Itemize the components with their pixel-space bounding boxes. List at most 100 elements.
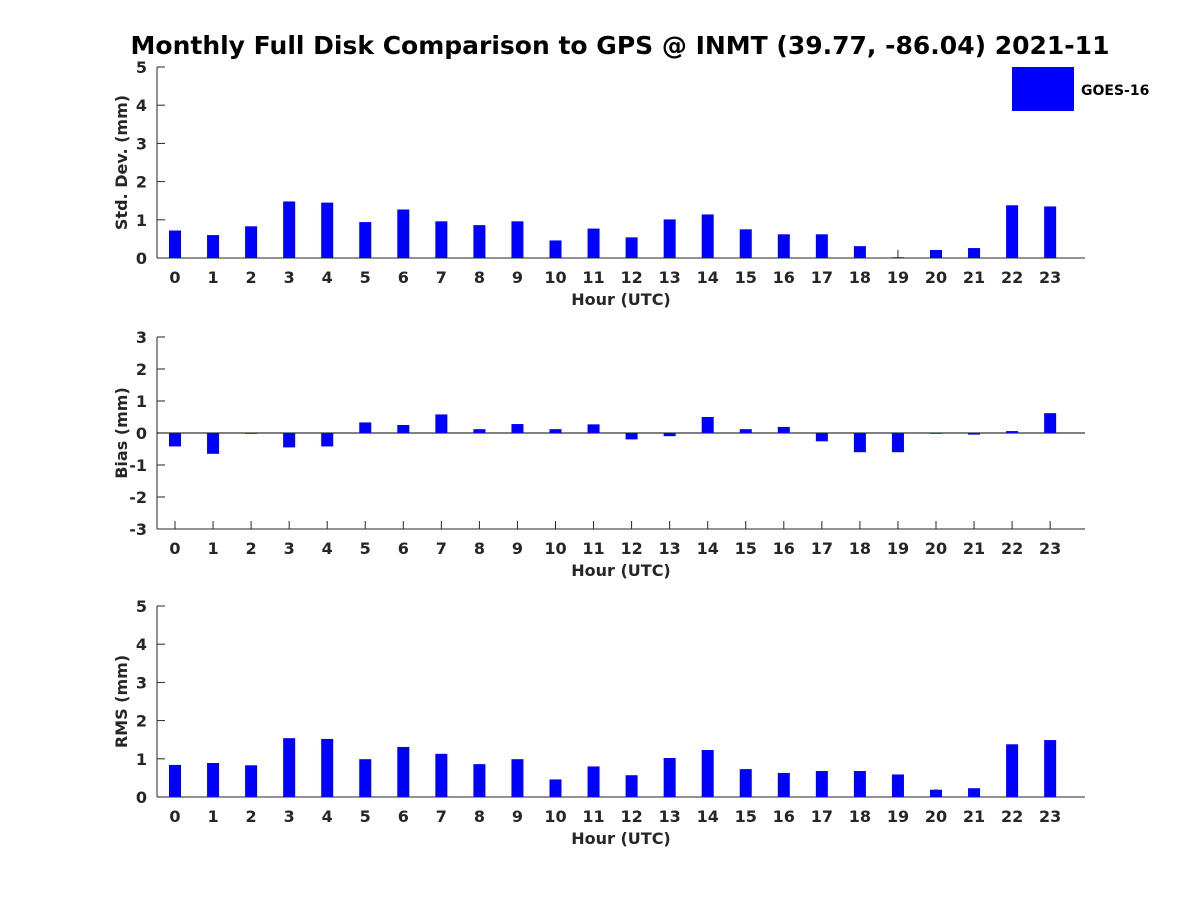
x-tick-label: 5 bbox=[360, 268, 371, 287]
y-tick-label: 4 bbox=[136, 635, 147, 654]
bar-hour-13 bbox=[663, 219, 676, 258]
x-tick-label: 20 bbox=[925, 268, 947, 287]
legend-label-goes-16: GOES-16 bbox=[1081, 83, 1149, 99]
bar-hour-2 bbox=[245, 433, 258, 434]
x-axis-label: Hour (UTC) bbox=[571, 829, 671, 848]
bar-hour-9 bbox=[511, 759, 524, 797]
x-tick-label: 23 bbox=[1039, 539, 1061, 558]
x-tick-label: 13 bbox=[659, 268, 681, 287]
bar-hour-19 bbox=[891, 257, 904, 259]
y-axis-label: Std. Dev. (mm) bbox=[112, 95, 131, 230]
x-tick-label: 14 bbox=[697, 807, 719, 826]
bar-hour-4 bbox=[321, 202, 334, 258]
x-tick-label: 9 bbox=[512, 807, 523, 826]
bar-hour-5 bbox=[359, 422, 372, 433]
y-tick-label: 2 bbox=[136, 712, 147, 731]
y-tick-label: 0 bbox=[136, 788, 147, 807]
x-tick-label: 1 bbox=[207, 268, 218, 287]
x-tick-label: 10 bbox=[544, 539, 566, 558]
y-tick-label: 1 bbox=[136, 392, 147, 411]
x-tick-label: 12 bbox=[620, 268, 642, 287]
x-tick-label: 0 bbox=[169, 539, 180, 558]
y-tick-label: -1 bbox=[129, 456, 147, 475]
bar-hour-11 bbox=[587, 424, 600, 433]
x-tick-label: 16 bbox=[773, 268, 795, 287]
y-tick-label: 1 bbox=[136, 211, 147, 230]
bar-hour-1 bbox=[207, 763, 220, 797]
bar-hour-6 bbox=[397, 425, 410, 433]
bar-hour-1 bbox=[207, 235, 220, 258]
bar-hour-15 bbox=[739, 229, 752, 258]
bar-hour-0 bbox=[169, 230, 181, 258]
bar-hour-8 bbox=[473, 764, 486, 797]
bar-hour-18 bbox=[853, 246, 866, 258]
y-tick-label: 5 bbox=[136, 597, 147, 616]
bar-hour-20 bbox=[930, 789, 942, 797]
x-tick-label: 15 bbox=[735, 539, 757, 558]
bar-hour-15 bbox=[739, 769, 752, 797]
bar-hour-3 bbox=[283, 738, 296, 797]
x-tick-label: 8 bbox=[474, 268, 485, 287]
x-tick-label: 23 bbox=[1039, 807, 1061, 826]
bar-hour-6 bbox=[397, 209, 410, 258]
y-tick-label: 3 bbox=[136, 673, 147, 692]
x-axis-label: Hour (UTC) bbox=[571, 290, 671, 309]
x-tick-label: 17 bbox=[811, 268, 833, 287]
x-tick-label: 4 bbox=[322, 539, 333, 558]
bar-hour-23 bbox=[1044, 413, 1057, 433]
bar-hour-7 bbox=[435, 753, 448, 797]
bar-hour-14 bbox=[701, 750, 714, 797]
y-tick-label: 0 bbox=[136, 424, 147, 443]
x-tick-label: 20 bbox=[925, 807, 947, 826]
x-tick-label: 7 bbox=[436, 807, 447, 826]
x-tick-label: 19 bbox=[887, 539, 909, 558]
bar-hour-23 bbox=[1044, 206, 1057, 258]
bar-hour-16 bbox=[777, 234, 790, 258]
x-tick-label: 3 bbox=[284, 268, 295, 287]
x-tick-label: 18 bbox=[849, 268, 871, 287]
x-tick-label: 13 bbox=[659, 539, 681, 558]
x-tick-label: 21 bbox=[963, 539, 985, 558]
x-tick-label: 18 bbox=[849, 807, 871, 826]
bar-hour-20 bbox=[930, 249, 942, 258]
x-tick-label: 17 bbox=[811, 539, 833, 558]
bar-hour-22 bbox=[1006, 431, 1019, 433]
x-tick-label: 7 bbox=[436, 268, 447, 287]
y-tick-label: 4 bbox=[136, 96, 147, 115]
bar-hour-10 bbox=[549, 779, 562, 797]
x-tick-label: 16 bbox=[773, 539, 795, 558]
x-tick-label: 22 bbox=[1001, 268, 1023, 287]
y-tick-label: 5 bbox=[136, 58, 147, 77]
x-tick-label: 9 bbox=[512, 268, 523, 287]
bar-hour-9 bbox=[511, 424, 524, 433]
bar-hour-21 bbox=[968, 788, 981, 797]
x-axis-label: Hour (UTC) bbox=[571, 561, 671, 580]
bar-hour-16 bbox=[777, 426, 790, 433]
bar-hour-7 bbox=[435, 221, 448, 258]
bar-hour-20 bbox=[930, 433, 942, 434]
bar-hour-14 bbox=[701, 214, 714, 258]
x-tick-label: 1 bbox=[207, 807, 218, 826]
x-tick-label: 7 bbox=[436, 539, 447, 558]
bar-hour-12 bbox=[625, 775, 638, 797]
bar-hour-13 bbox=[663, 758, 676, 797]
bar-hour-7 bbox=[435, 414, 448, 433]
y-axis-label: RMS (mm) bbox=[112, 655, 131, 748]
y-tick-label: 1 bbox=[136, 750, 147, 769]
bar-hour-16 bbox=[777, 772, 790, 797]
bar-hour-22 bbox=[1006, 205, 1019, 258]
bar-hour-10 bbox=[549, 429, 562, 433]
bar-hour-8 bbox=[473, 429, 486, 433]
x-tick-label: 19 bbox=[887, 807, 909, 826]
x-tick-label: 18 bbox=[849, 539, 871, 558]
bar-hour-13 bbox=[663, 433, 676, 437]
bar-hour-5 bbox=[359, 222, 372, 258]
x-tick-label: 14 bbox=[697, 268, 719, 287]
x-tick-label: 3 bbox=[284, 807, 295, 826]
x-tick-label: 22 bbox=[1001, 807, 1023, 826]
y-tick-label: 2 bbox=[136, 173, 147, 192]
y-tick-label: 2 bbox=[136, 360, 147, 379]
x-tick-label: 2 bbox=[246, 268, 257, 287]
